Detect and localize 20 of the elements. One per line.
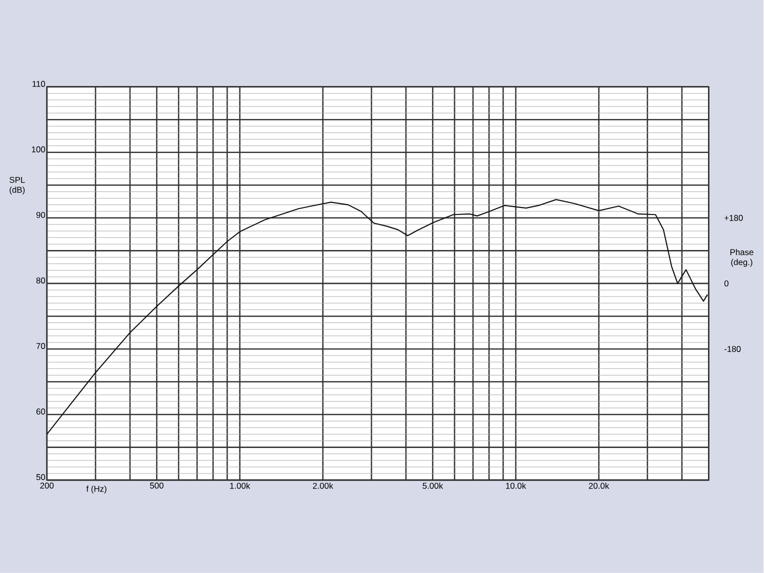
y-tick-label: 50	[36, 474, 46, 480]
x-tick-label: 20.0k	[588, 482, 610, 489]
y-tick-label: 110	[32, 80, 46, 87]
y2-tick-label: +180	[724, 214, 743, 221]
y-tick-label: 60	[36, 408, 46, 415]
x-tick-label: 10.0k	[506, 482, 526, 489]
x-tick-label: 5.00k	[422, 482, 444, 489]
y2-tick-label: 0	[724, 280, 728, 286]
y-tick-label: 90	[36, 212, 46, 218]
y-tick-label: 100	[32, 146, 46, 152]
y-tick-label: 70	[36, 343, 46, 350]
x-tick-label: 2.00k	[312, 482, 334, 489]
x-tick-label: 500	[150, 482, 164, 489]
x-tick-label: 200	[40, 482, 54, 489]
y-axis-title: SPL (dB)	[10, 176, 25, 194]
y2-axis-title: Phase (deg.)	[730, 249, 754, 267]
x-axis-title: f (Hz)	[86, 486, 106, 494]
y2-tick-label: -180	[724, 346, 741, 352]
y-tick-label: 80	[36, 278, 46, 284]
x-tick-label: 1.00k	[230, 482, 250, 489]
